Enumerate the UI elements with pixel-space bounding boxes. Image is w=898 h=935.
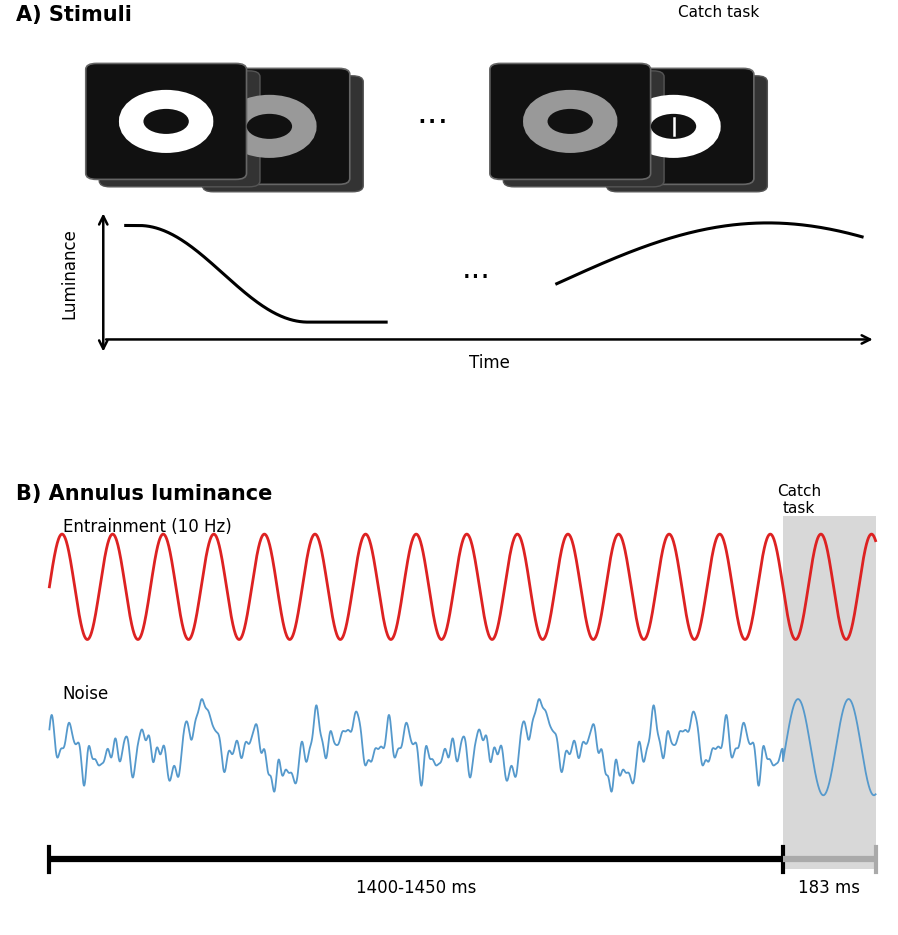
- FancyBboxPatch shape: [86, 64, 246, 180]
- Text: B) Annulus luminance: B) Annulus luminance: [16, 483, 272, 504]
- Text: ···: ···: [462, 265, 490, 294]
- Circle shape: [651, 114, 696, 139]
- FancyBboxPatch shape: [490, 64, 650, 180]
- Text: Catch task: Catch task: [678, 5, 759, 20]
- Text: Entrainment (10 Hz): Entrainment (10 Hz): [63, 518, 232, 536]
- Bar: [783, 516, 876, 869]
- Text: 1400-1450 ms: 1400-1450 ms: [356, 879, 476, 897]
- Circle shape: [144, 108, 189, 134]
- FancyBboxPatch shape: [203, 76, 363, 192]
- FancyBboxPatch shape: [593, 68, 754, 184]
- FancyBboxPatch shape: [503, 71, 665, 187]
- Text: Catch
task: Catch task: [777, 483, 822, 516]
- Text: ···: ···: [417, 108, 449, 140]
- Text: A) Stimuli: A) Stimuli: [16, 5, 132, 25]
- Text: Luminance: Luminance: [60, 228, 78, 319]
- Text: Time: Time: [469, 354, 510, 372]
- Text: 183 ms: 183 ms: [798, 879, 860, 897]
- Circle shape: [247, 114, 292, 139]
- FancyBboxPatch shape: [100, 71, 260, 187]
- FancyBboxPatch shape: [607, 76, 768, 192]
- FancyBboxPatch shape: [189, 68, 350, 184]
- Circle shape: [548, 108, 593, 134]
- Text: Noise: Noise: [63, 685, 110, 703]
